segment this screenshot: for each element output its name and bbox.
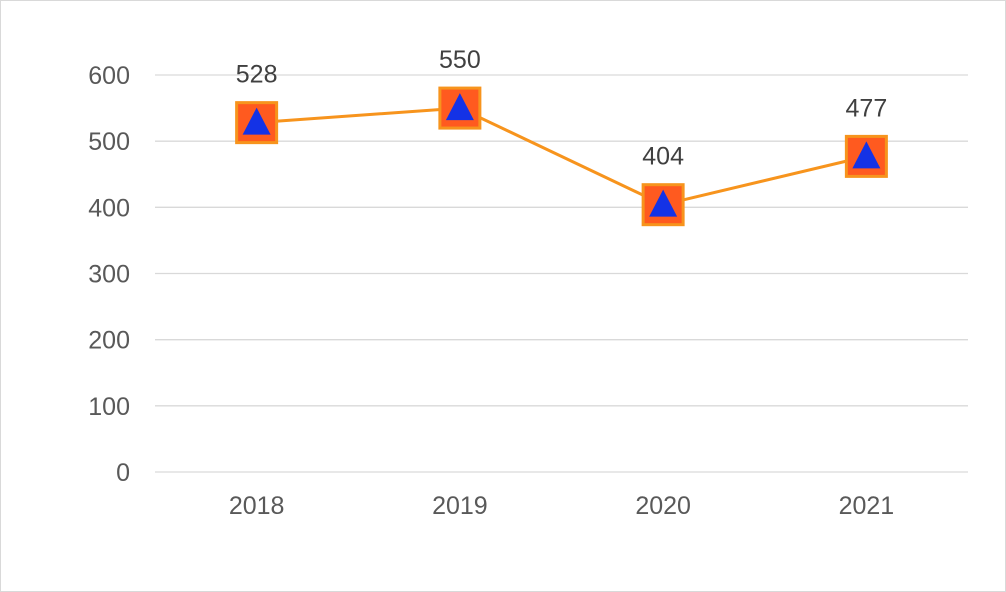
- marker-triangle-icon: [242, 107, 271, 135]
- x-tick-label-2020: 2020: [635, 492, 691, 520]
- y-tick-label-100: 100: [88, 393, 130, 421]
- data-point-2021: [844, 134, 888, 178]
- data-point-2020: [641, 183, 685, 227]
- data-label-2018: 528: [236, 61, 278, 89]
- data-markers: [235, 86, 888, 227]
- y-tick-label-300: 300: [88, 261, 130, 289]
- y-tick-label-200: 200: [88, 327, 130, 355]
- data-label-2019: 550: [439, 46, 481, 74]
- y-tick-label-600: 600: [88, 62, 130, 90]
- data-point-2019: [438, 86, 482, 130]
- series-line-group: [256, 106, 867, 207]
- y-tick-label-0: 0: [116, 459, 130, 487]
- data-point-2018: [235, 101, 279, 145]
- marker-triangle-icon: [852, 141, 881, 169]
- data-label-2021: 477: [846, 94, 888, 122]
- x-tick-label-2018: 2018: [229, 492, 285, 520]
- series-line: [256, 106, 867, 207]
- x-axis-tick-labels: 2018 2019 2020 2021: [229, 492, 894, 520]
- x-tick-label-2021: 2021: [839, 492, 895, 520]
- data-label-2020: 404: [642, 143, 684, 171]
- y-tick-label-500: 500: [88, 128, 130, 156]
- y-tick-label-400: 400: [88, 194, 130, 222]
- x-tick-label-2019: 2019: [432, 492, 488, 520]
- marker-triangle-icon: [649, 189, 678, 217]
- data-labels: 528 550 404 477: [236, 46, 887, 171]
- grid-lines: [155, 74, 968, 473]
- y-axis-tick-labels: 0 100 200 300 400 500 600: [88, 62, 130, 487]
- marker-triangle-icon: [445, 93, 474, 121]
